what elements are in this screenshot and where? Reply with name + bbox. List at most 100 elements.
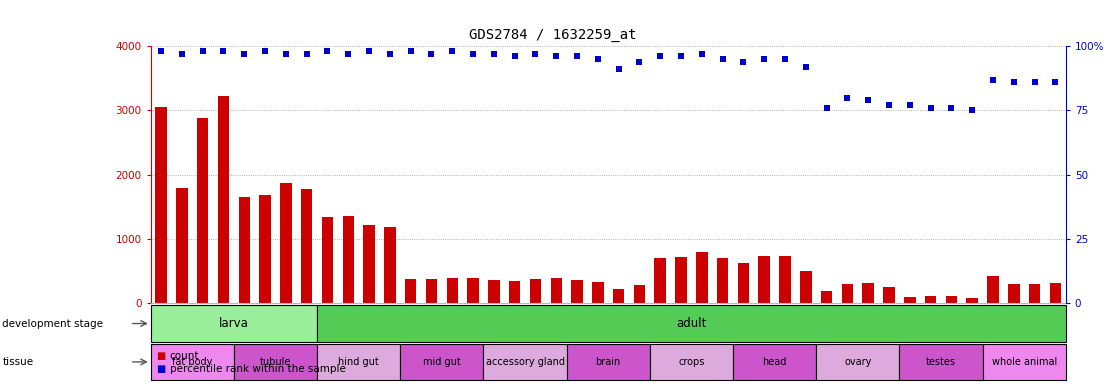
Point [194, 48, 212, 54]
Bar [567, 344, 650, 380]
Bar [483, 344, 567, 380]
Text: fat body: fat body [172, 357, 212, 367]
Point [609, 66, 627, 72]
Bar [738, 263, 749, 303]
Bar [613, 289, 624, 303]
Bar [816, 344, 899, 380]
Bar [317, 305, 1066, 342]
Point [734, 58, 752, 65]
Text: head: head [762, 357, 787, 367]
Bar [982, 344, 1066, 380]
Bar [899, 344, 982, 380]
Point [547, 53, 565, 60]
Point [277, 51, 295, 57]
Point [360, 48, 378, 54]
Point [922, 105, 940, 111]
Bar [468, 278, 479, 303]
Point [818, 105, 836, 111]
Bar [488, 280, 500, 303]
Point [339, 51, 357, 57]
Bar [966, 298, 978, 303]
Bar [863, 283, 874, 303]
Text: brain: brain [596, 357, 620, 367]
Bar [675, 257, 686, 303]
Point [838, 94, 856, 101]
Point [402, 48, 420, 54]
Text: development stage: development stage [2, 318, 104, 329]
Text: ovary: ovary [844, 357, 872, 367]
Bar [151, 305, 317, 342]
Point [235, 51, 253, 57]
Point [527, 51, 545, 57]
Bar [234, 344, 317, 380]
Point [797, 64, 815, 70]
Bar [218, 96, 229, 303]
Bar [593, 282, 604, 303]
Point [693, 51, 711, 57]
Bar [821, 291, 833, 303]
Bar [280, 183, 291, 303]
Text: GDS2784 / 1632259_at: GDS2784 / 1632259_at [469, 28, 636, 42]
Bar [176, 188, 187, 303]
Bar [841, 284, 853, 303]
Bar [800, 271, 811, 303]
Bar [733, 344, 816, 380]
Text: adult: adult [676, 317, 706, 330]
Bar [301, 189, 312, 303]
Text: count: count [170, 351, 199, 361]
Bar [904, 297, 915, 303]
Bar [883, 287, 895, 303]
Bar [425, 279, 437, 303]
Bar [696, 252, 708, 303]
Text: accessory gland: accessory gland [485, 357, 565, 367]
Bar [759, 257, 770, 303]
Point [881, 102, 898, 108]
Point [257, 48, 275, 54]
Point [485, 51, 503, 57]
Text: tissue: tissue [2, 357, 33, 367]
Bar [779, 257, 791, 303]
Bar [239, 197, 250, 303]
Bar [343, 216, 354, 303]
Text: whole animal: whole animal [991, 357, 1057, 367]
Point [1004, 79, 1022, 85]
Point [568, 53, 586, 60]
Bar [571, 280, 583, 303]
Bar [530, 279, 541, 303]
Bar [151, 344, 234, 380]
Bar [1008, 284, 1020, 303]
Text: mid gut: mid gut [423, 357, 461, 367]
Point [631, 58, 648, 65]
Bar [321, 217, 334, 303]
Bar [550, 278, 562, 303]
Point [152, 48, 170, 54]
Point [423, 51, 441, 57]
Bar [634, 285, 645, 303]
Point [506, 53, 523, 60]
Bar [650, 344, 733, 380]
Bar [364, 225, 375, 303]
Bar [384, 227, 395, 303]
Point [714, 56, 732, 62]
Bar [317, 344, 401, 380]
Bar [1050, 283, 1061, 303]
Bar [925, 296, 936, 303]
Point [776, 56, 793, 62]
Point [589, 56, 607, 62]
Bar [716, 258, 729, 303]
Point [652, 53, 670, 60]
Bar [196, 118, 209, 303]
Text: hind gut: hind gut [338, 357, 379, 367]
Point [464, 51, 482, 57]
Point [173, 51, 191, 57]
Bar [155, 107, 166, 303]
Bar [259, 195, 271, 303]
Text: ■: ■ [156, 364, 165, 374]
Bar [446, 278, 458, 303]
Point [1047, 79, 1065, 85]
Bar [1029, 284, 1040, 303]
Bar [405, 279, 416, 303]
Text: tubule: tubule [260, 357, 291, 367]
Point [381, 51, 398, 57]
Bar [988, 276, 999, 303]
